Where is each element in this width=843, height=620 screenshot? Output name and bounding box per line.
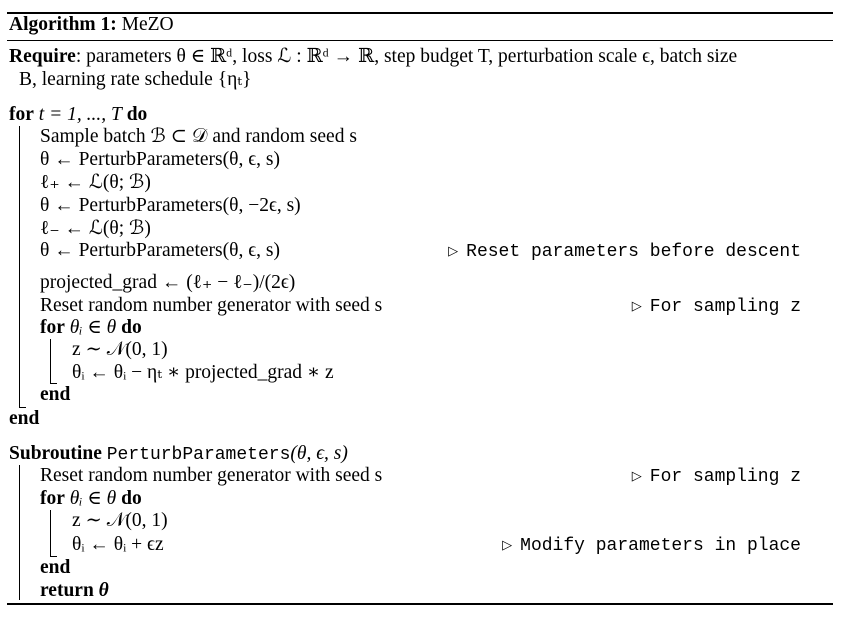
caption-rule <box>7 40 833 41</box>
comment-triangle-icon: ▷ <box>631 469 642 484</box>
require-keyword: Require <box>9 46 76 67</box>
inner-for-header: for θᵢ ∈ θ do <box>40 317 142 338</box>
sub-inner-end: end <box>40 557 71 578</box>
sub-inner-body-update: θᵢ ← θᵢ + ϵz <box>72 534 164 555</box>
bottom-rule <box>7 603 833 605</box>
comment-triangle-icon: ▷ <box>502 538 513 553</box>
comment-triangle-icon: ▷ <box>448 244 459 259</box>
do-keyword: do <box>126 104 148 125</box>
comment-triangle-icon: ▷ <box>631 299 642 314</box>
sub-reset-rng: Reset random number generator with seed … <box>40 465 383 486</box>
require-text-2: B, learning rate schedule {ηₜ} <box>19 69 252 90</box>
body-line-perturb-3: θ ← PerturbParameters(θ, ϵ, s) <box>40 240 280 261</box>
body-line-loss-plus: ℓ₊ ← ℒ(θ; ℬ) <box>40 172 151 193</box>
body-line-sample: Sample batch ℬ ⊂ 𝒟 and random seed s <box>40 126 357 147</box>
require-line-1: Require: parameters θ ∈ ℝᵈ, loss ℒ : ℝᵈ … <box>9 46 737 68</box>
return-value: θ <box>98 580 109 601</box>
inner-for-tick <box>50 383 57 384</box>
comment-reset-params: ▷ Reset parameters before descent <box>448 242 801 262</box>
subroutine-bar <box>19 465 20 600</box>
require-line-2: B, learning rate schedule {ηₜ} <box>19 69 251 91</box>
sub-inner-for-bar <box>50 510 51 556</box>
sub-comment-modify: ▷ Modify parameters in place <box>502 536 801 556</box>
body-line-loss-minus: ℓ₋ ← ℒ(θ; ℬ) <box>40 218 151 239</box>
for-loop-header: for t = 1, ..., T do <box>9 104 147 126</box>
outer-end: end <box>9 408 40 429</box>
subroutine-keyword: Subroutine <box>9 443 102 464</box>
for-keyword: for <box>9 104 34 125</box>
algorithm-label: Algorithm 1: <box>9 14 117 35</box>
comment-sampling-z: ▷ For sampling z <box>631 297 801 317</box>
body-line-reset-rng: Reset random number generator with seed … <box>40 295 383 316</box>
sub-inner-body-z: z ∼ 𝒩(0, 1) <box>72 510 168 531</box>
body-line-projected-grad: projected_grad ← (ℓ₊ − ℓ₋)/(2ϵ) <box>40 272 296 293</box>
subroutine-header: Subroutine PerturbParameters(θ, ϵ, s) <box>9 443 348 466</box>
sub-comment-sampling-z: ▷ For sampling z <box>631 467 801 487</box>
inner-for-bar <box>50 339 51 383</box>
inner-end: end <box>40 384 71 405</box>
inner-body-update: θᵢ ← θᵢ − ηₜ ∗ projected_grad ∗ z <box>72 362 334 383</box>
subroutine-args: (θ, ϵ, s) <box>290 443 348 464</box>
algorithm-name: MeZO <box>121 14 174 35</box>
sub-inner-for-tick <box>50 556 57 557</box>
body-line-perturb-1: θ ← PerturbParameters(θ, ϵ, s) <box>40 149 280 170</box>
for-header: t = 1, ..., T <box>38 104 122 125</box>
subroutine-name: PerturbParameters <box>106 445 291 465</box>
return-keyword: return <box>40 580 94 601</box>
body-line-perturb-2: θ ← PerturbParameters(θ, −2ϵ, s) <box>40 195 301 216</box>
for-loop-tick <box>19 407 26 408</box>
inner-body-z: z ∼ 𝒩(0, 1) <box>72 339 168 360</box>
sub-inner-for-header: for θᵢ ∈ θ do <box>40 488 142 509</box>
algorithm-caption: Algorithm 1: MeZO <box>9 14 174 36</box>
sub-return: return θ <box>40 580 109 602</box>
top-rule <box>7 12 833 14</box>
require-text-1: : parameters θ ∈ ℝᵈ, loss ℒ : ℝᵈ → ℝ, st… <box>75 46 738 67</box>
for-loop-bar <box>19 126 20 408</box>
